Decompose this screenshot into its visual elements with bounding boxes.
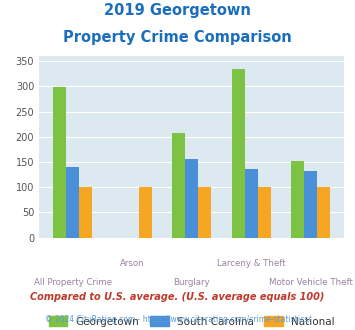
Bar: [291, 161, 304, 238]
Bar: [231, 69, 245, 238]
Text: Arson: Arson: [120, 259, 144, 268]
Bar: [66, 167, 79, 238]
Text: All Property Crime: All Property Crime: [33, 278, 111, 286]
Bar: [245, 169, 258, 238]
Text: Property Crime Comparison: Property Crime Comparison: [63, 30, 292, 45]
Bar: [53, 87, 66, 238]
Text: Larceny & Theft: Larceny & Theft: [217, 259, 285, 268]
Bar: [198, 187, 211, 238]
Bar: [317, 187, 331, 238]
Text: 2019 Georgetown: 2019 Georgetown: [104, 3, 251, 18]
Bar: [185, 159, 198, 238]
Text: © 2024 CityRating.com - https://www.cityrating.com/crime-statistics/: © 2024 CityRating.com - https://www.city…: [45, 315, 310, 324]
Bar: [79, 187, 92, 238]
Text: Compared to U.S. average. (U.S. average equals 100): Compared to U.S. average. (U.S. average …: [30, 292, 325, 302]
Bar: [304, 171, 317, 238]
Bar: [139, 187, 152, 238]
Bar: [172, 133, 185, 238]
Legend: Georgetown, South Carolina, National: Georgetown, South Carolina, National: [49, 316, 335, 327]
Bar: [258, 187, 271, 238]
Text: Motor Vehicle Theft: Motor Vehicle Theft: [269, 278, 353, 286]
Text: Burglary: Burglary: [173, 278, 210, 286]
